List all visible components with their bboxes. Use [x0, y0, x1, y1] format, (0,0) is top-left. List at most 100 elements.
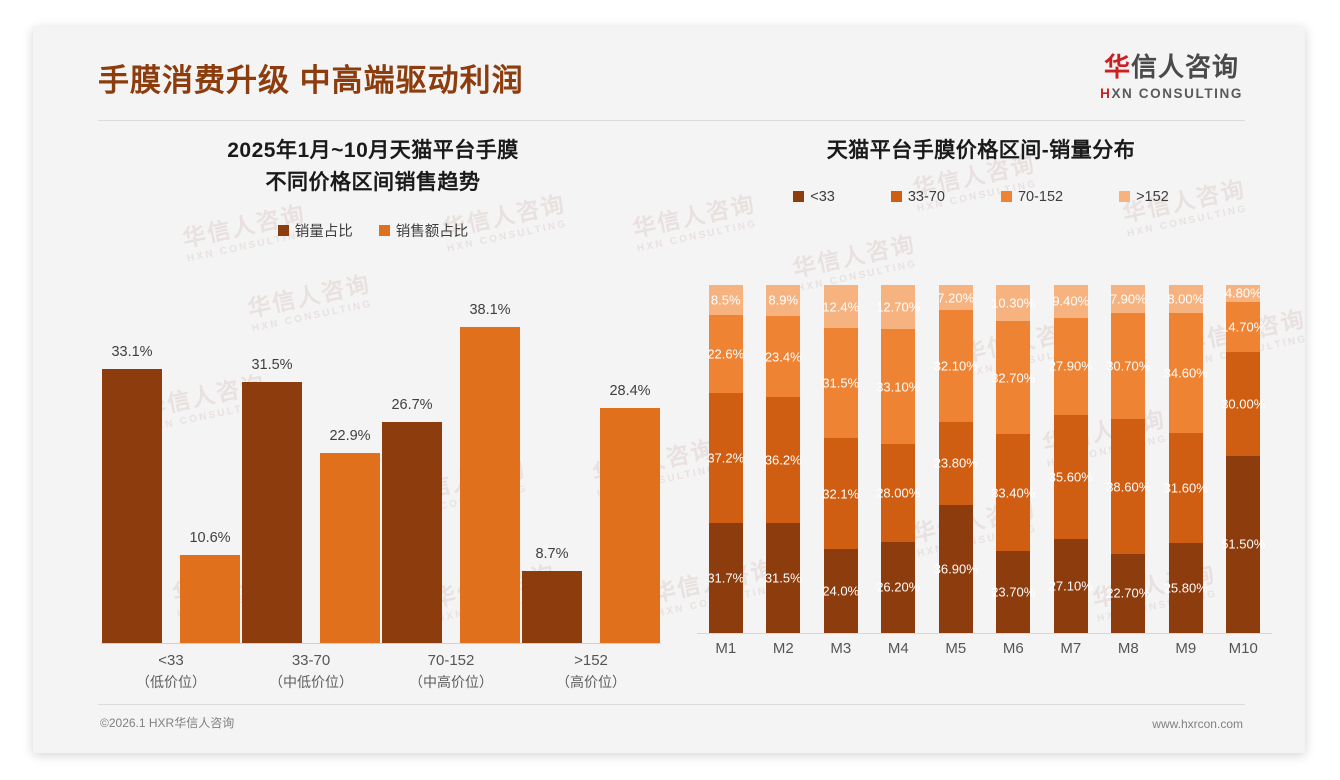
stack-segment[interactable]: 8.9% [766, 285, 801, 316]
stack-segment-label: 22.6% [707, 346, 745, 362]
stack-segment-label: 28.00% [876, 485, 921, 501]
legend-label: 70-152 [1017, 188, 1064, 205]
bar-volume[interactable]: 31.5% [242, 357, 302, 643]
stacked-bar-column: 8.00% 34.60% 31.60% 25.80% [1157, 285, 1215, 633]
header-divider [98, 120, 1245, 121]
bar-value-label: 31.5% [251, 357, 293, 373]
stack-segment[interactable]: 30.00% [1221, 352, 1265, 456]
right-chart-title: 天猫平台手膜价格区间-销量分布 [826, 139, 1136, 162]
stack-segment[interactable]: 33.40% [991, 434, 1035, 551]
bar-volume[interactable]: 26.7% [382, 397, 442, 643]
stacked-bar[interactable]: 12.70% 33.10% 28.00% 26.20% [876, 285, 920, 633]
bar-revenue[interactable]: 10.6% [180, 530, 240, 643]
stacked-bar-chart: 8.5% 22.6% 37.2% 31.7% 8.9% 23.4% 36.2% 31.5% 12… [697, 285, 1272, 681]
stacked-bar[interactable]: 8.5% 22.6% 37.2% 31.7% [707, 285, 745, 633]
stack-segment[interactable]: 28.00% [876, 444, 920, 542]
stack-segment[interactable]: 30.70% [1106, 312, 1150, 420]
stack-segment[interactable]: 26.20% [876, 541, 920, 633]
stack-segment[interactable]: 23.80% [934, 421, 978, 505]
grouped-bar-groups: 33.1% 10.6% 31.5% 22.9% 26.7% 38.1% 8.7% 28.4% [101, 295, 661, 643]
x-tick-M1: M1 [715, 640, 737, 657]
stack-segment[interactable]: 51.50% [1221, 455, 1265, 633]
stacked-bar[interactable]: 7.20% 32.10% 23.80% 36.90% [934, 285, 978, 633]
left-chart-title-line2: 不同价格区间销售趋势 [265, 170, 481, 194]
x-tick-M6: M6 [1002, 640, 1024, 657]
x-tick-M2: M2 [772, 640, 794, 657]
stacked-bar[interactable]: 7.90% 30.70% 38.60% 22.70% [1106, 285, 1150, 633]
legend-swatch-icon [277, 225, 289, 236]
stack-segment[interactable]: 34.60% [1164, 312, 1208, 434]
stack-segment-label: 37.2% [707, 450, 745, 466]
stack-segment[interactable]: 23.70% [991, 550, 1035, 633]
legend-right-item-2[interactable]: 70-152 [1000, 188, 1064, 205]
stack-segment-label: 27.10% [1048, 578, 1093, 594]
stack-segment[interactable]: 31.7% [707, 522, 744, 633]
left-chart-title-line1: 2025年1月~10月天猫平台手膜 [227, 139, 519, 162]
x-tick-M4: M4 [887, 640, 909, 657]
stack-segment[interactable]: 31.5% [765, 523, 802, 633]
stack-segment[interactable]: 14.70% [1221, 301, 1265, 353]
stack-segment[interactable]: 36.90% [934, 504, 978, 633]
stack-segment[interactable]: 31.5% [822, 328, 859, 438]
stack-segment[interactable]: 38.60% [1106, 419, 1150, 554]
grouped-bar-chart: 33.1% 10.6% 31.5% 22.9% 26.7% 38.1% 8.7% 28.4% … [101, 295, 661, 690]
stack-segment[interactable]: 36.2% [765, 397, 802, 524]
stack-segment[interactable]: 25.80% [1164, 543, 1208, 633]
stacked-bar[interactable]: 10.30% 32.70% 33.40% 23.70% [991, 285, 1035, 633]
x-tick-<33: <33 （低价位） [101, 649, 241, 694]
stack-segment[interactable]: 27.90% [1049, 317, 1093, 415]
bar-slot: 38.1% [460, 295, 520, 643]
x-tick-sublabel: （中高价位） [409, 674, 493, 691]
stacked-bar[interactable]: 8.9% 23.4% 36.2% 31.5% [765, 285, 802, 633]
bar-group: 33.1% 10.6% [101, 295, 241, 643]
stack-segment[interactable]: 32.1% [822, 437, 859, 550]
stack-segment[interactable]: 32.70% [991, 320, 1035, 435]
stack-segment[interactable]: 32.10% [934, 310, 978, 422]
bar-value-label: 28.4% [609, 382, 651, 399]
stack-segment[interactable]: 24.0% [822, 549, 859, 633]
stack-segment[interactable]: 37.2% [707, 393, 745, 523]
right-chart-legend: <33 33-70 70-152 >152 [681, 189, 1281, 205]
bar-revenue[interactable]: 38.1% [460, 302, 520, 643]
legend-label: 销售额占比 [395, 224, 469, 240]
footer-website: www.hxrcon.com [1152, 717, 1243, 731]
stack-segment[interactable]: 31.60% [1164, 433, 1208, 544]
slide-canvas: 手膜消费升级 中高端驱动利润 华信人咨询 HXN CONSULTING 华信人咨… [33, 27, 1305, 753]
stack-segment-label: 10.30% [991, 295, 1036, 311]
x-tick-label: <33 [158, 652, 184, 669]
legend-left-item-0[interactable]: 销量占比 [277, 220, 353, 241]
stacked-bar[interactable]: 8.00% 34.60% 31.60% 25.80% [1164, 285, 1208, 633]
legend-right-item-0[interactable]: <33 [793, 189, 835, 205]
bar-volume[interactable]: 8.7% [522, 546, 582, 643]
legend-right-item-1[interactable]: 33-70 [890, 189, 945, 205]
stack-segment[interactable]: 12.4% [822, 285, 859, 329]
bar-value-label: 8.7% [535, 545, 569, 562]
stack-segment[interactable]: 22.6% [707, 314, 745, 394]
stack-segment[interactable]: 10.30% [991, 285, 1035, 321]
stack-segment[interactable]: 8.00% [1167, 285, 1204, 313]
stacked-bar[interactable]: 4.80% 14.70% 30.00% 51.50% [1221, 285, 1265, 633]
stack-segment[interactable]: 33.10% [876, 329, 920, 445]
stack-segment[interactable]: 4.80% [1225, 285, 1262, 302]
stack-segment[interactable]: 12.70% [876, 285, 920, 330]
x-tick->152: >152 （高价位） [521, 649, 661, 694]
stack-segment[interactable]: 35.60% [1049, 414, 1093, 539]
stacked-bar-column: 12.70% 33.10% 28.00% 26.20% [870, 285, 928, 633]
stack-segment[interactable]: 7.20% [937, 285, 974, 311]
stacked-bar[interactable]: 12.4% 31.5% 32.1% 24.0% [822, 285, 859, 633]
stack-segment[interactable]: 22.70% [1106, 553, 1150, 633]
stack-segment[interactable]: 7.90% [1110, 285, 1147, 313]
x-tick-M8: M8 [1117, 640, 1139, 657]
stack-segment[interactable]: 8.5% [708, 285, 743, 315]
legend-left-item-1[interactable]: 销售额占比 [378, 220, 469, 241]
stack-segment[interactable]: 27.10% [1049, 538, 1093, 633]
stack-segment[interactable]: 23.4% [765, 315, 802, 398]
bar-volume[interactable]: 33.1% [102, 344, 162, 643]
stack-segment[interactable]: 9.40% [1052, 285, 1089, 318]
bar-revenue[interactable]: 22.9% [320, 428, 380, 643]
legend-right-item-3[interactable]: >152 [1119, 189, 1169, 205]
bar-revenue[interactable]: 28.4% [600, 383, 660, 643]
bar-value-label: 33.1% [111, 343, 153, 360]
stacked-bar[interactable]: 9.40% 27.90% 35.60% 27.10% [1049, 285, 1093, 633]
